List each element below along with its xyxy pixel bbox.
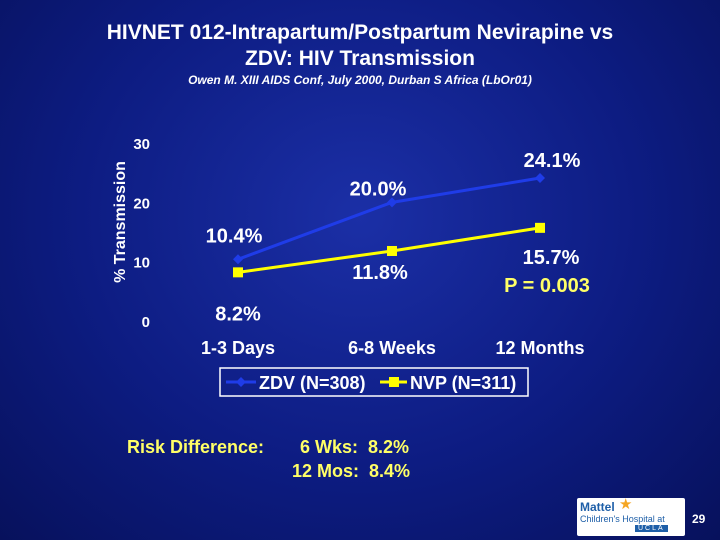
x-tick-label: 12 Months [495, 338, 584, 358]
star-icon: ★ [619, 496, 633, 513]
legend-marker-nvp [389, 377, 399, 387]
nvp-data-point [535, 222, 545, 233]
nvp-data-point [387, 245, 397, 256]
data-label: 15.7% [523, 247, 580, 269]
legend-label-zdv: ZDV (N=308) [259, 373, 366, 393]
p-value-annotation: P = 0.003 [504, 275, 590, 297]
page-number: 29 [692, 512, 706, 526]
data-label: 20.0% [350, 178, 407, 200]
logo-ucla: UCLA [635, 525, 668, 532]
slide-title: HIVNET 012-Intrapartum/Postpartum Nevira… [0, 20, 720, 72]
zdv-data-point [387, 197, 397, 208]
risk-difference-months: 12 Mos: 8.4% [292, 461, 411, 481]
data-label: 11.8% [352, 262, 408, 284]
x-tick-label: 6-8 Weeks [348, 338, 436, 358]
y-tick-label: 20 [133, 195, 150, 212]
legend-marker-zdv [236, 377, 246, 387]
logo-subtitle: Children's Hospital at [580, 514, 665, 524]
zdv-data-point [535, 173, 545, 184]
y-tick-label: 10 [133, 255, 150, 272]
legend-box [219, 367, 529, 397]
hospital-logo: Mattel ★ Children's Hospital at UCLA [577, 496, 685, 536]
data-label: 8.2% [215, 303, 261, 325]
citation: Owen M. XIII AIDS Conf, July 2000, Durba… [188, 73, 532, 87]
data-label: 10.4% [206, 225, 263, 247]
risk-difference-label: Risk Difference: [127, 437, 265, 457]
y-tick-label: 30 [133, 136, 150, 153]
logo-name: Mattel [580, 500, 615, 514]
title-line-2: ZDV: HIV Transmission [245, 47, 475, 70]
legend-label-nvp: NVP (N=311) [410, 373, 516, 393]
x-tick-label: 1-3 Days [201, 338, 275, 358]
title-line-1: HIVNET 012-Intrapartum/Postpartum Nevira… [106, 21, 614, 44]
y-axis-title: % Transmission [112, 161, 129, 283]
y-tick-label: 0 [142, 314, 150, 331]
nvp-data-point [233, 267, 243, 278]
data-label: 24.1% [524, 150, 581, 172]
zdv-data-point [233, 254, 243, 265]
risk-difference-weeks: 6 Wks: 8.2% [300, 437, 410, 457]
